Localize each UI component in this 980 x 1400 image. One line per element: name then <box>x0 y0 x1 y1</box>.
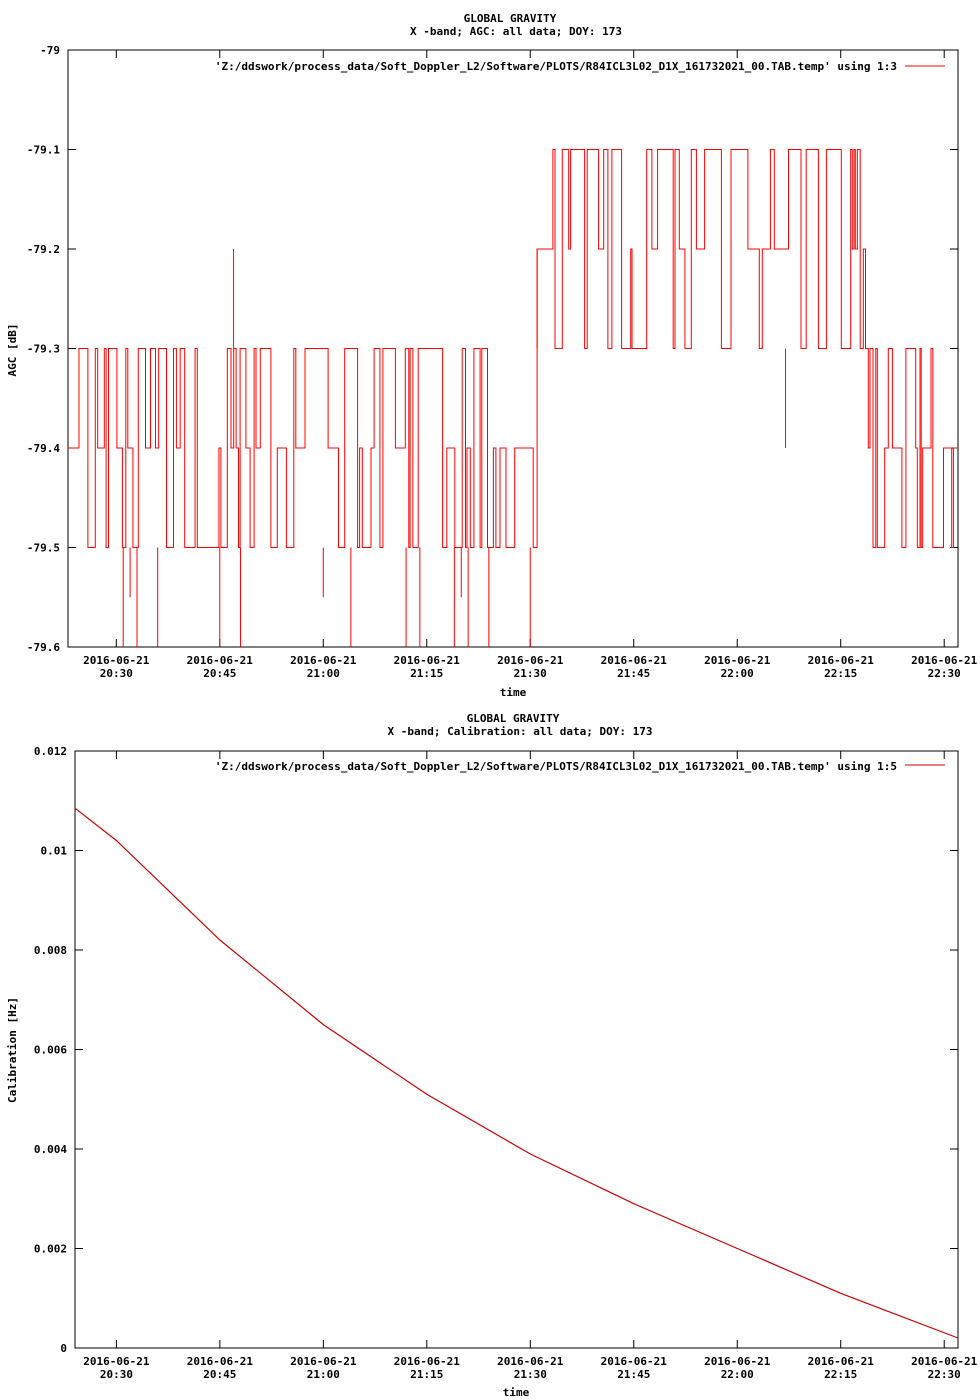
x-tick-time: 22:00 <box>721 1368 754 1381</box>
y-tick-label: 0.008 <box>34 944 67 957</box>
x-tick-time: 20:30 <box>100 667 133 680</box>
x-tick-time: 21:15 <box>410 667 443 680</box>
x-tick-date: 2016-06-21 <box>497 1355 564 1368</box>
x-axis-label: time <box>500 686 527 699</box>
series-calibration <box>74 807 959 1339</box>
x-tick-date: 2016-06-21 <box>911 654 978 667</box>
x-tick-date: 2016-06-21 <box>601 1355 668 1368</box>
y-tick-label: -79.2 <box>27 243 60 256</box>
y-tick-label: -79.4 <box>27 442 60 455</box>
x-tick-date: 2016-06-21 <box>290 1355 357 1368</box>
x-tick-time: 20:30 <box>100 1368 133 1381</box>
x-tick-time: 21:00 <box>307 1368 340 1381</box>
x-tick-time: 21:45 <box>617 667 650 680</box>
y-tick-label: 0.002 <box>34 1243 67 1256</box>
y-tick-label: 0 <box>60 1342 67 1355</box>
y-axis-label: AGC [dB] <box>6 324 19 377</box>
series-line <box>74 807 959 1339</box>
chart-title: GLOBAL GRAVITY <box>467 712 560 725</box>
y-tick-label: -79 <box>40 44 60 57</box>
x-tick-time: 22:30 <box>928 667 961 680</box>
y-tick-label: -79.3 <box>27 343 60 356</box>
x-tick-time: 22:30 <box>928 1368 961 1381</box>
agc-chart: GLOBAL GRAVITY X -band; AGC: all data; D… <box>6 12 978 699</box>
x-tick-date: 2016-06-21 <box>808 654 875 667</box>
y-tick-label: 0.006 <box>34 1044 67 1057</box>
y-tick-label: 0.012 <box>34 745 67 758</box>
x-tick-time: 21:15 <box>410 1368 443 1381</box>
chart-subtitle: X -band; Calibration: all data; DOY: 173 <box>388 725 653 738</box>
x-tick-date: 2016-06-21 <box>290 654 357 667</box>
x-tick-time: 21:00 <box>307 667 340 680</box>
x-tick-date: 2016-06-21 <box>808 1355 875 1368</box>
series-line <box>68 149 958 548</box>
x-axis-label: time <box>503 1386 530 1399</box>
x-tick-time: 21:45 <box>617 1368 650 1381</box>
chart-subtitle: X -band; AGC: all data; DOY: 173 <box>410 25 622 38</box>
plot-frame <box>74 750 959 1349</box>
y-tick-label: 0.004 <box>34 1143 67 1156</box>
x-tick-date: 2016-06-21 <box>187 654 254 667</box>
y-tick-label: -79.1 <box>27 144 60 157</box>
y-tick-label: -79.6 <box>27 641 60 654</box>
x-axis: 2016-06-2120:302016-06-2120:452016-06-21… <box>83 751 978 1381</box>
chart-title: GLOBAL GRAVITY <box>464 12 557 25</box>
x-tick-date: 2016-06-21 <box>704 654 771 667</box>
y-tick-label: -79.5 <box>27 542 60 555</box>
x-tick-time: 22:15 <box>824 667 857 680</box>
legend-label: 'Z:/ddswork/process_data/Soft_Doppler_L2… <box>215 760 897 773</box>
x-tick-time: 22:15 <box>824 1368 857 1381</box>
y-axis: -79 -79.1 -79.2 -79.3 -79.4 -79.5 -79.6 <box>27 44 958 654</box>
y-tick-label: 0.01 <box>41 845 68 858</box>
x-tick-time: 20:45 <box>203 667 236 680</box>
x-tick-time: 20:45 <box>203 1368 236 1381</box>
x-tick-date: 2016-06-21 <box>497 654 564 667</box>
calibration-chart: GLOBAL GRAVITY X -band; Calibration: all… <box>6 712 978 1399</box>
y-axis-label: Calibration [Hz] <box>6 997 19 1103</box>
x-tick-time: 21:30 <box>514 667 547 680</box>
x-tick-time: 21:30 <box>514 1368 547 1381</box>
x-tick-date: 2016-06-21 <box>83 654 150 667</box>
x-tick-time: 22:00 <box>721 667 754 680</box>
x-tick-date: 2016-06-21 <box>601 654 668 667</box>
y-axis: 0 0.002 0.004 0.006 0.008 0.01 0.012 <box>34 745 958 1355</box>
x-tick-date: 2016-06-21 <box>704 1355 771 1368</box>
series-agc <box>68 149 958 647</box>
x-tick-date: 2016-06-21 <box>187 1355 254 1368</box>
x-tick-date: 2016-06-21 <box>911 1355 978 1368</box>
x-tick-date: 2016-06-21 <box>394 654 461 667</box>
legend-label: 'Z:/ddswork/process_data/Soft_Doppler_L2… <box>215 60 897 73</box>
x-axis: 2016-06-2120:302016-06-2120:452016-06-21… <box>83 50 978 680</box>
x-tick-date: 2016-06-21 <box>83 1355 150 1368</box>
x-tick-date: 2016-06-21 <box>394 1355 461 1368</box>
